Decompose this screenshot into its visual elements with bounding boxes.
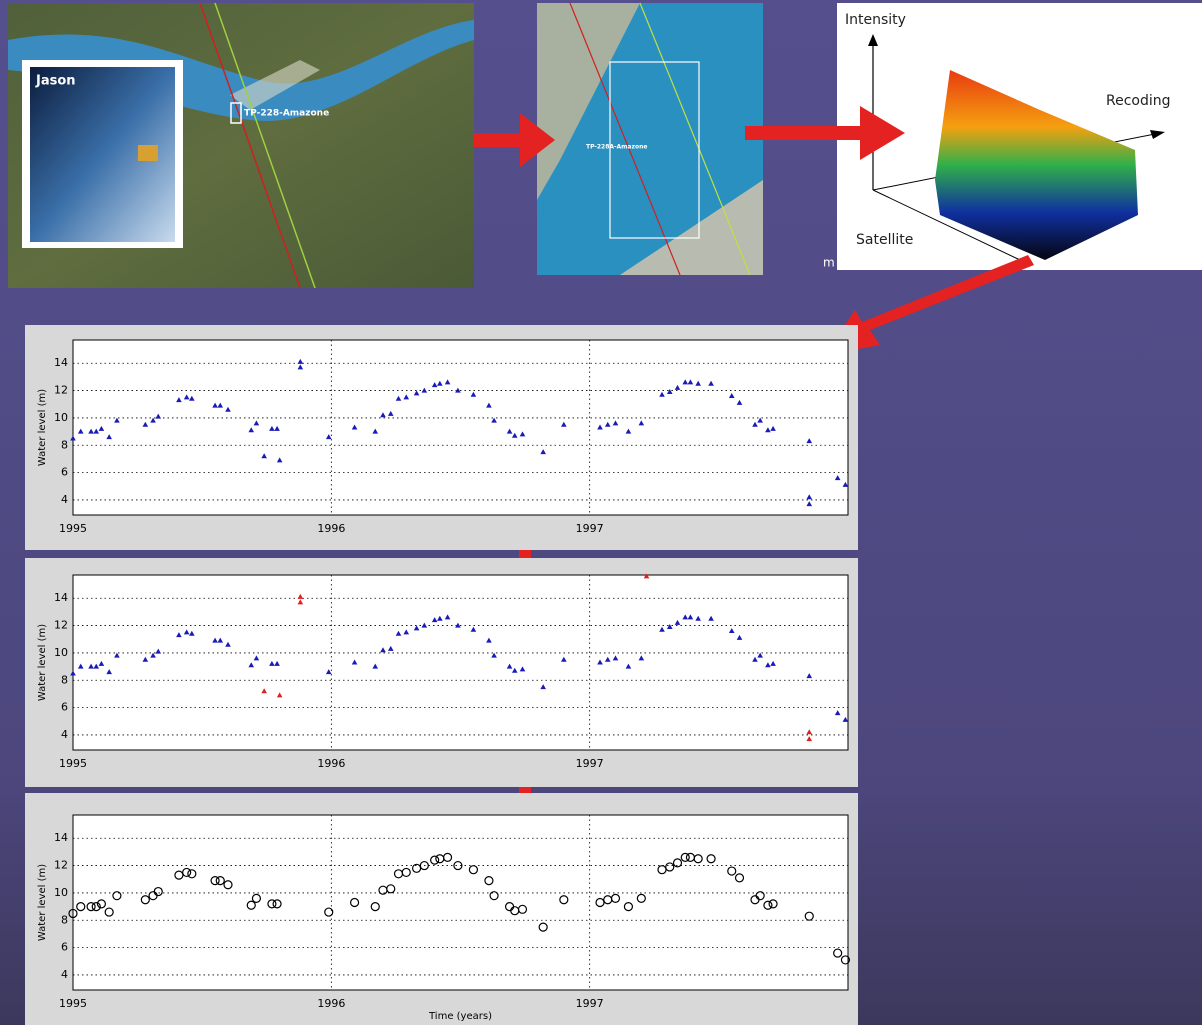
x-tick-label: 1995: [59, 757, 87, 770]
y-tick-label: 10: [54, 411, 68, 424]
x-tick-label: 1997: [576, 997, 604, 1010]
y-axis-label: Water level (m): [37, 864, 48, 941]
inset-title: Jason: [35, 74, 76, 89]
y-tick-label: 12: [54, 384, 68, 397]
plot-area: [73, 575, 848, 750]
y-tick-label: 4: [61, 493, 68, 506]
plot-area: [73, 340, 848, 515]
x-tick-label: 1997: [576, 757, 604, 770]
plot-area: [73, 815, 848, 990]
y-tick-label: 6: [61, 466, 68, 479]
y-tick-label: 10: [54, 646, 68, 659]
y-tick-label: 14: [54, 591, 68, 604]
y-tick-label: 12: [54, 619, 68, 632]
track-label: TP-228-Amazone: [244, 109, 329, 119]
track-label: TP-228A-Amazone: [586, 144, 647, 151]
y-tick-label: 4: [61, 728, 68, 741]
x-tick-label: 1996: [317, 522, 345, 535]
x-tick-label: 1995: [59, 522, 87, 535]
satellite-image: TP-228-Amazone Jason: [8, 3, 474, 288]
y-tick-label: 8: [61, 438, 68, 451]
x-tick-label: 1997: [576, 522, 604, 535]
y-tick-label: 8: [61, 913, 68, 926]
axis-label: Satellite: [856, 232, 913, 248]
x-axis-label: Time (years): [428, 1011, 492, 1022]
cut-text: m: [823, 256, 835, 270]
y-tick-label: 8: [61, 673, 68, 686]
slide: TP-228-Amazone Jason TP-228A-Amazone Int…: [0, 0, 1202, 1025]
x-tick-label: 1996: [317, 997, 345, 1010]
y-tick-label: 6: [61, 701, 68, 714]
x-tick-label: 1995: [59, 997, 87, 1010]
x-tick-label: 1996: [317, 757, 345, 770]
y-axis-label: Water level (m): [37, 624, 48, 701]
y-tick-label: 14: [54, 831, 68, 844]
chart: 4 6 8 10 12 14 1995 1996 1997 Water level (m): [25, 325, 858, 550]
chart: 4 6 8 10 12 14 1995 1996 1997 Water level (m) Time…: [25, 793, 858, 1025]
chart: 4 6 8 10 12 14 1995 1996 1997 Water level (m): [25, 558, 858, 787]
y-tick-label: 4: [61, 968, 68, 981]
y-tick-label: 14: [54, 356, 68, 369]
track-image: TP-228A-Amazone: [537, 3, 763, 275]
axis-label: Intensity: [845, 12, 906, 28]
y-tick-label: 10: [54, 886, 68, 899]
axis-label: Recoding: [1106, 93, 1171, 109]
y-tick-label: 6: [61, 941, 68, 954]
y-axis-label: Water level (m): [37, 389, 48, 466]
y-tick-label: 12: [54, 859, 68, 872]
